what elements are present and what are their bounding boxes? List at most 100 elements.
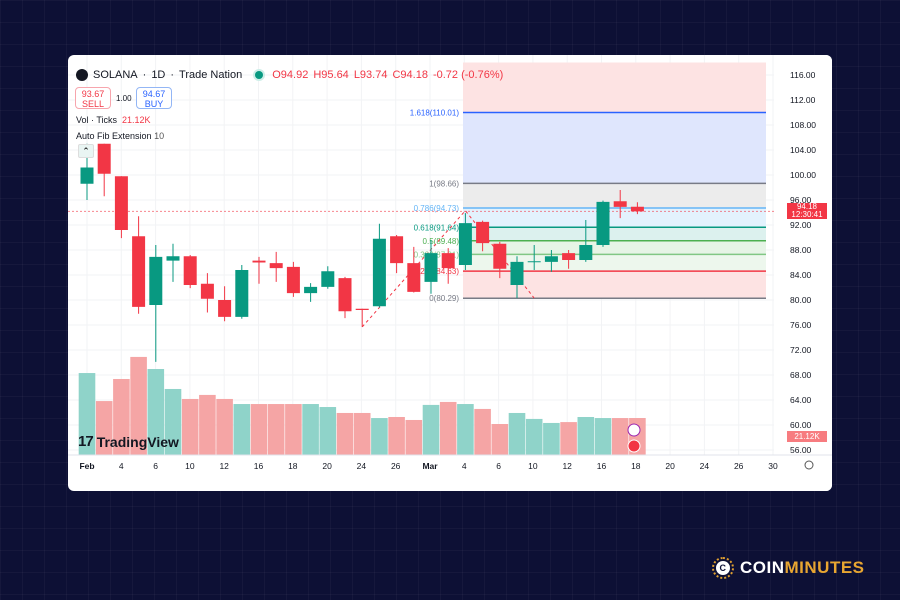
time-tick-label: 26 [734, 461, 744, 471]
tradingview-mark-icon: 17 [78, 433, 94, 450]
time-tick-label: 4 [462, 461, 467, 471]
ohlc-close: C94.18 [392, 69, 428, 81]
candle-body [321, 271, 335, 287]
fib-band [463, 271, 766, 299]
candle-body [579, 245, 593, 260]
candle-body [338, 278, 352, 312]
time-tick-label: 18 [288, 461, 298, 471]
symbol-header: SOLANA · 1D · Trade Nation O94.92 H95.64 L… [76, 69, 503, 81]
volume-bar [371, 418, 388, 455]
candle-body [200, 283, 214, 299]
volume-bar [525, 418, 543, 455]
volume-value: 21.12K [122, 115, 151, 125]
ohlc-high: H95.64 [313, 69, 349, 81]
time-tick-label: 6 [153, 461, 158, 471]
candle-body [252, 260, 266, 263]
time-tick-label: 12 [219, 461, 229, 471]
candle-body [458, 223, 472, 265]
price-tick-label: 64.00 [790, 395, 812, 405]
volume-bar [233, 404, 251, 455]
price-tick-label: 80.00 [790, 295, 812, 305]
fib-band [463, 227, 766, 241]
candle-body [235, 270, 249, 317]
time-tick-label: 20 [322, 461, 332, 471]
buy-button[interactable]: 94.67 BUY [136, 87, 172, 109]
fib-band [463, 240, 766, 255]
candle-body [510, 261, 524, 285]
time-tick-label: 18 [631, 461, 641, 471]
candle-body [441, 253, 455, 269]
fib-level-label: 0.618(91.64) [414, 223, 460, 232]
tradingview-logo[interactable]: 17 TradingView [78, 433, 179, 450]
sell-label: SELL [81, 99, 105, 109]
candlestick-chart[interactable]: 1.618(110.01) 1(98.66) 0.786(94.73) 0.618(9… [68, 55, 832, 491]
candle-body [269, 263, 283, 269]
candle-body [166, 256, 180, 261]
volume-bar [95, 401, 113, 455]
volume-bar [474, 408, 491, 455]
volume-bar [164, 388, 182, 455]
last-price: 94.18 [796, 202, 818, 211]
candle-body [80, 167, 94, 184]
volume-label: Vol · Ticks [76, 115, 118, 125]
candle-body [424, 253, 438, 282]
interval[interactable]: 1D [151, 69, 166, 81]
fib-level-label: 1.618(110.01) [410, 108, 460, 117]
ohlc-open: O94.92 [272, 69, 309, 81]
last-price-label: 94.18 12:30:41 [787, 203, 827, 219]
candle-body [372, 238, 386, 307]
brand-minutes: MINUTES [784, 558, 865, 577]
price-tick-label: 116.00 [790, 70, 816, 80]
price-tick-label: 56.00 [790, 445, 812, 455]
candle-body [613, 201, 627, 207]
time-tick-label: 12 [562, 461, 572, 471]
time-tick-label: 10 [528, 461, 538, 471]
volume-bar [113, 378, 130, 455]
fib-label: Auto Fib Extension [76, 131, 152, 141]
candle-body [183, 256, 197, 285]
candle-body [476, 221, 490, 244]
time-tick-label: Feb [79, 461, 94, 471]
price-tick-label: 96.00 [790, 195, 812, 205]
time-tick-label: 20 [665, 461, 675, 471]
quantity[interactable]: 1.00 [116, 94, 132, 103]
volume-bar [560, 422, 577, 455]
fib-value: 10 [154, 131, 165, 141]
price-axis [774, 55, 832, 491]
coinminutes-coin-icon: C [712, 557, 734, 579]
candle-body [407, 263, 421, 292]
fib-band [463, 254, 766, 272]
price-tick-label: 60.00 [790, 420, 812, 430]
sell-button[interactable]: 93.67 SELL [75, 87, 111, 109]
price-tick-label: 108.00 [790, 120, 816, 130]
fib-band [463, 112, 766, 184]
volume-bar [439, 401, 457, 455]
fib-level-label: 1(98.66) [429, 179, 459, 188]
broker: Trade Nation [179, 69, 243, 81]
volume-bar [199, 394, 216, 455]
fib-level-label: 0.786(94.73) [414, 204, 460, 213]
volume-bar [457, 404, 474, 455]
sell-price: 93.67 [81, 89, 105, 99]
symbol-name[interactable]: SOLANA [93, 69, 138, 81]
volume-bar [594, 418, 612, 455]
time-tick-label: 16 [597, 461, 607, 471]
buy-price: 94.67 [142, 89, 166, 99]
volume-bar [130, 356, 147, 455]
candle-body [132, 236, 146, 307]
candle-body [493, 243, 507, 269]
volume-bar [319, 407, 337, 455]
market-status-icon [255, 71, 264, 79]
candle-body [97, 143, 111, 174]
collapse-legend-button[interactable]: ⌃ [78, 144, 94, 158]
time-tick-label: 4 [119, 461, 124, 471]
brand-coin: COIN [740, 558, 785, 577]
volume-bar [611, 418, 629, 455]
fib-indicator-legend[interactable]: Auto Fib Extension 10 [76, 131, 164, 141]
candle-body [304, 286, 318, 294]
volume-bar [508, 412, 526, 455]
volume-indicator-legend[interactable]: Vol · Ticks 21.12K [76, 115, 151, 125]
candle-body [218, 300, 232, 317]
time-tick-label: 30 [768, 461, 778, 471]
volume-bar [181, 398, 199, 455]
